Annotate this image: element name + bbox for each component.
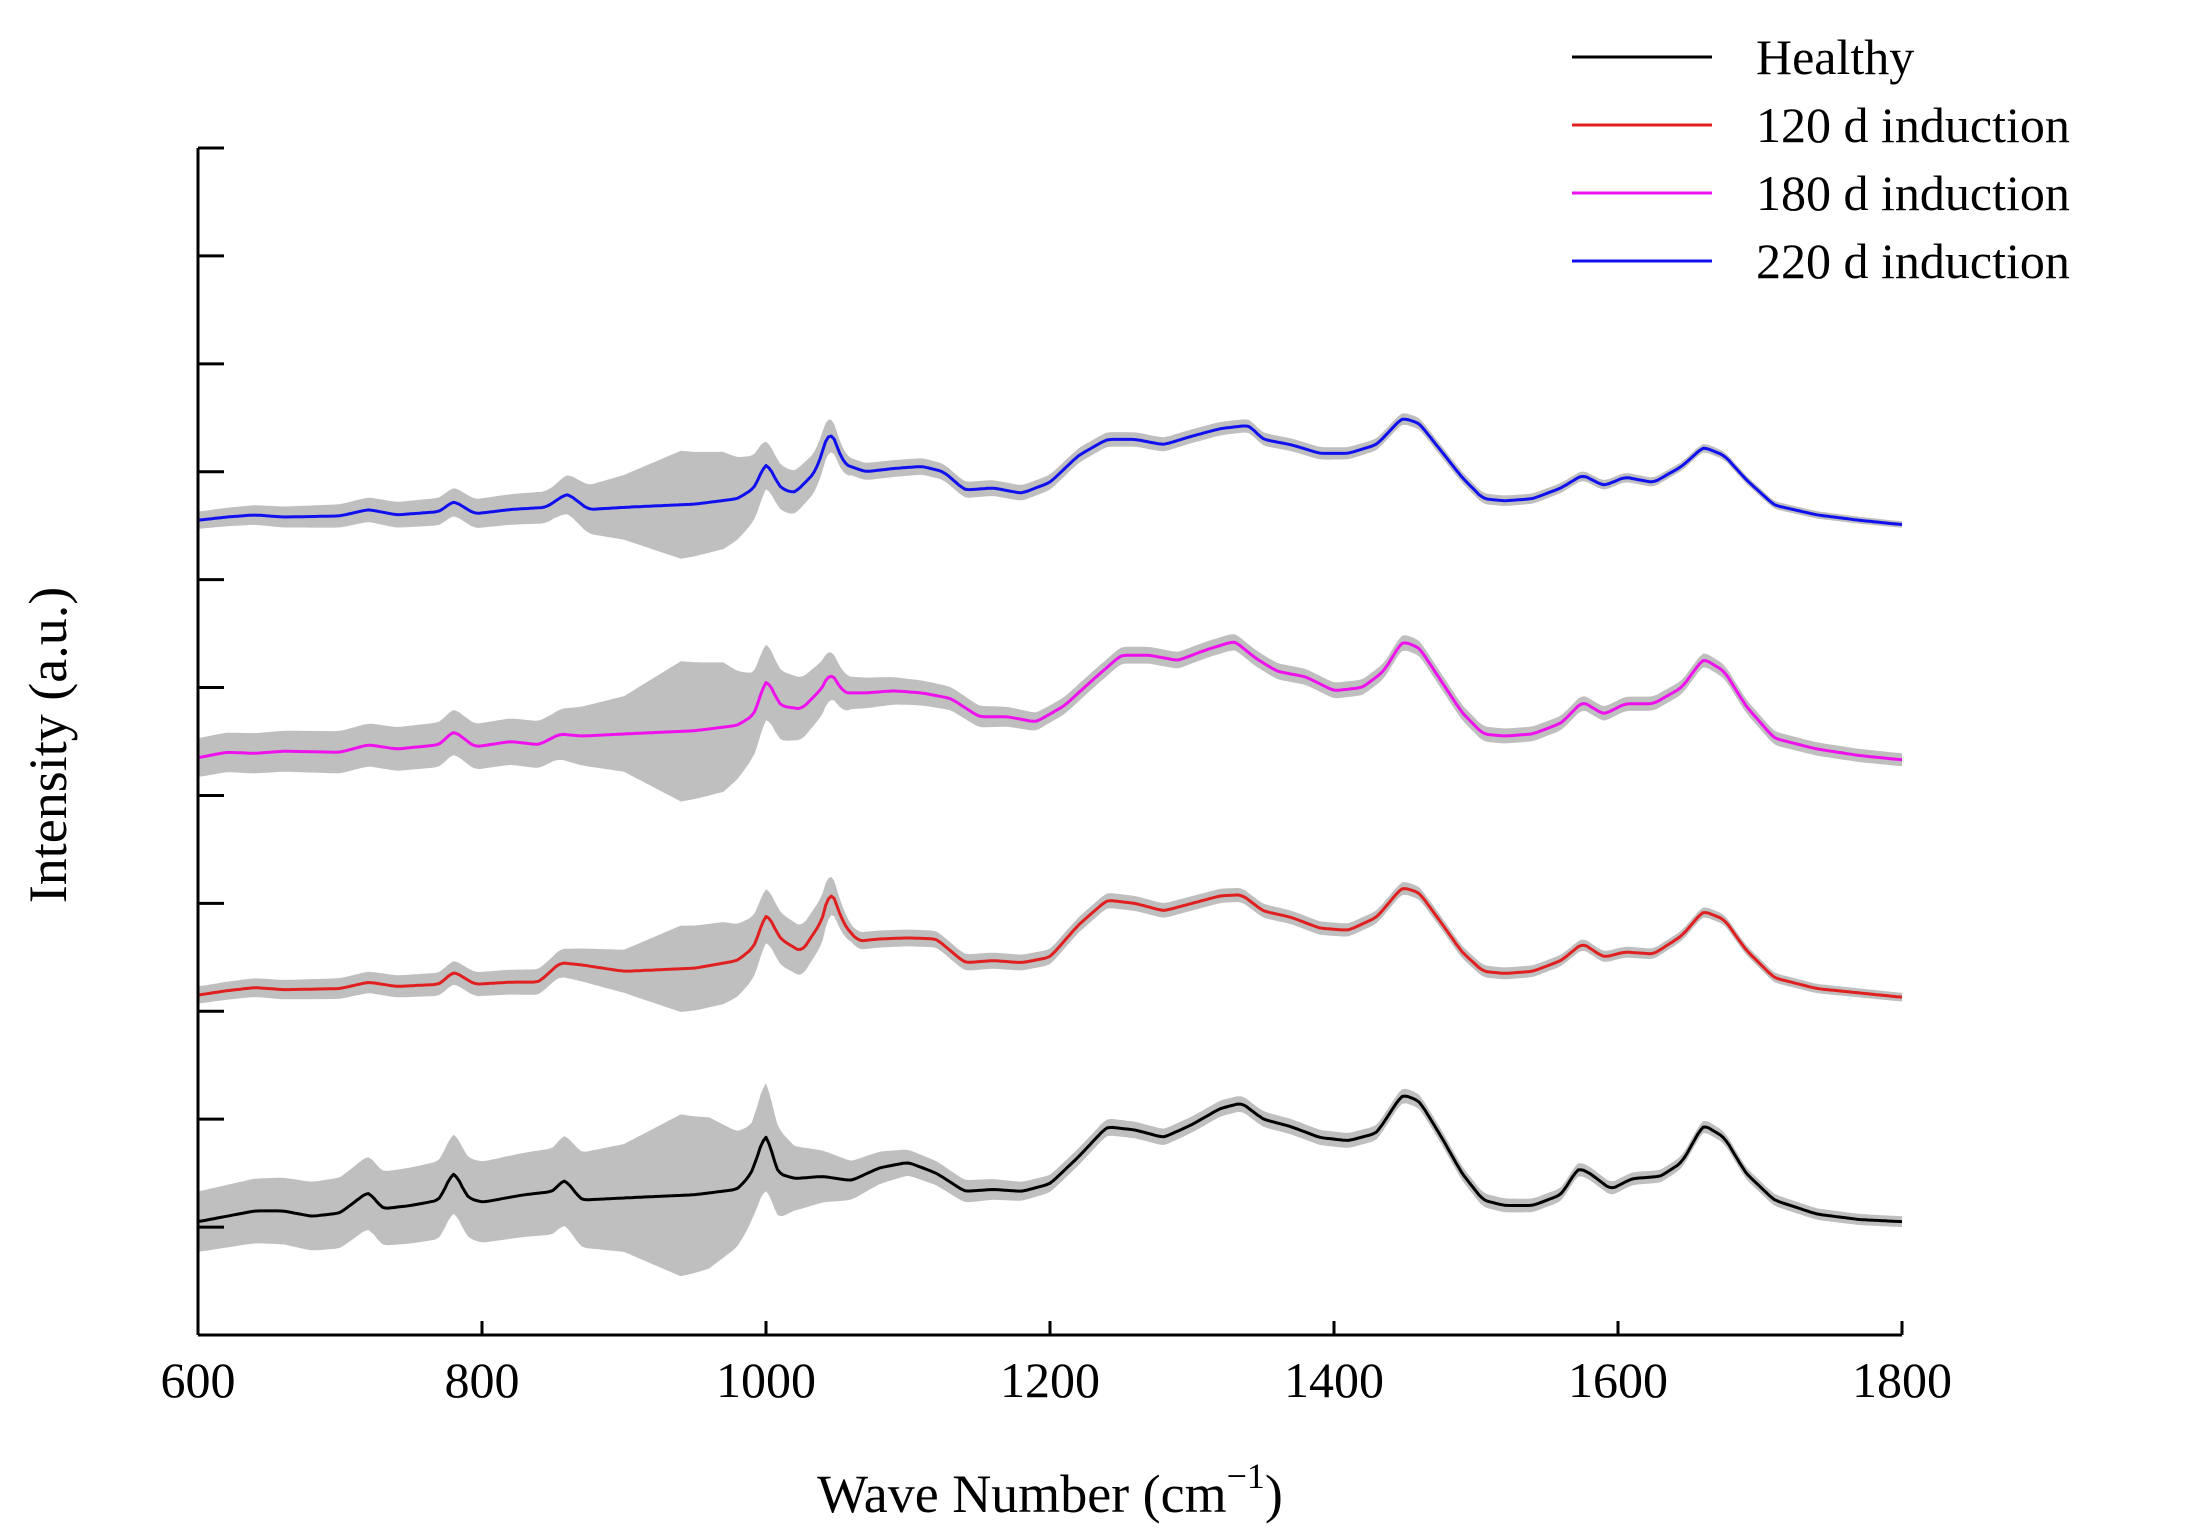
x-axis-unit-close: ) [1265, 1464, 1283, 1524]
x-tick-label: 800 [445, 1352, 520, 1408]
x-tick-label: 1800 [1852, 1352, 1952, 1408]
series-line-1 [197, 887, 1903, 999]
series-line-0 [197, 1094, 1903, 1224]
y-axis-title: Intensity (a.u.) [18, 587, 78, 903]
y-ticks [198, 146, 224, 1337]
x-tick-label: 1600 [1568, 1352, 1668, 1408]
std-band-0 [198, 1083, 1902, 1277]
legend-label-3: 220 d induction [1756, 233, 2070, 289]
x-axis-unit: (cm [1143, 1464, 1227, 1524]
x-tick-label: 1400 [1284, 1352, 1384, 1408]
series-lines [197, 417, 1903, 1224]
series-line-3 [197, 417, 1903, 526]
x-axis-title: Wave Number (cm−1) [817, 1456, 1283, 1524]
x-ticks: 600 800 1000 1200 1400 1600 1800 [161, 1321, 1952, 1408]
legend-label-2: 180 d induction [1756, 165, 2070, 221]
std-band-3 [198, 413, 1902, 559]
x-axis-title-text: Wave Number [817, 1464, 1129, 1524]
legend-label-1: 120 d induction [1756, 97, 2070, 153]
legend-label-0: Healthy [1756, 29, 1914, 85]
x-tick-label: 1200 [1000, 1352, 1100, 1408]
x-tick-label: 1000 [716, 1352, 816, 1408]
x-axis-unit-sup: −1 [1227, 1456, 1265, 1496]
std-band-1 [198, 876, 1902, 1012]
legend: Healthy 120 d induction 180 d induction 220… [1572, 29, 2070, 289]
std-bands [198, 413, 1902, 1277]
std-band-2 [198, 634, 1902, 802]
x-tick-label: 600 [161, 1352, 236, 1408]
series-line-2 [197, 640, 1903, 762]
